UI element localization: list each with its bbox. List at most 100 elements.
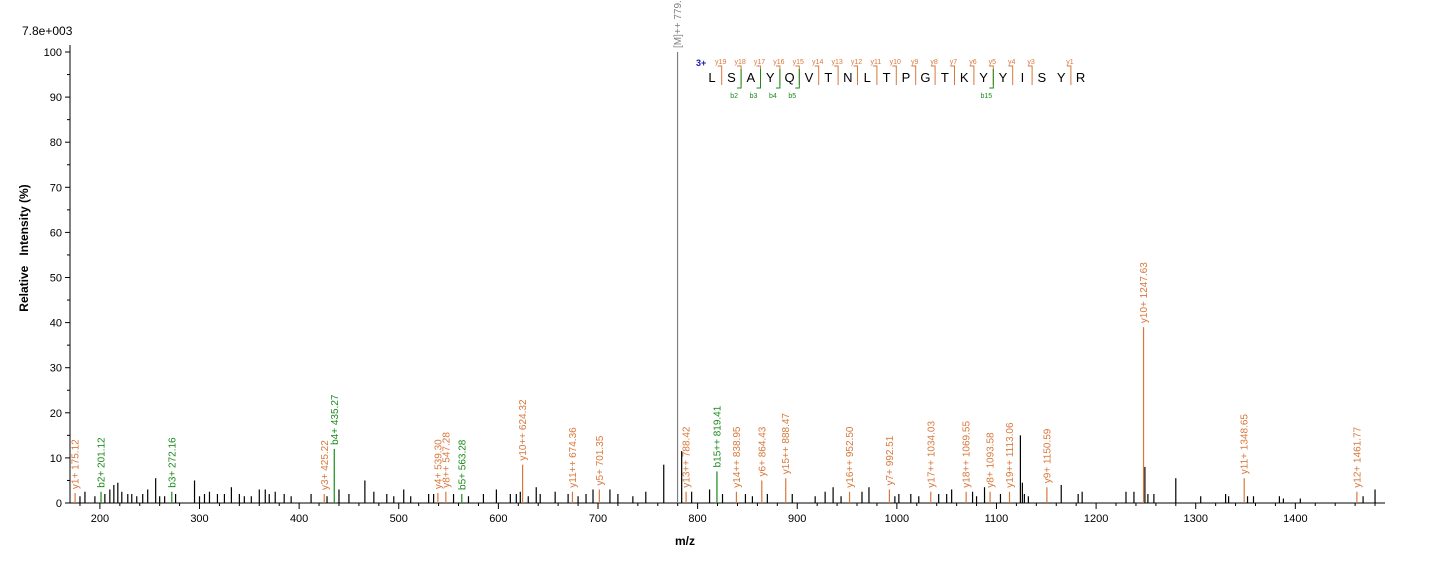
- y-ion-label: y17: [754, 59, 765, 66]
- peak-label: y15++ 888.47: [781, 413, 792, 475]
- b-ion-label: b4: [769, 93, 777, 100]
- y-axis-title: Relative Intensity (%): [17, 184, 31, 311]
- b-ion-bracket: [775, 69, 781, 89]
- y-ion-label: y12: [851, 59, 862, 66]
- peak-label: b2+ 201.12: [97, 437, 108, 488]
- y-ion-label: y10: [890, 59, 901, 66]
- y-tick-label: 20: [50, 408, 62, 420]
- y-ion-bracket: [911, 65, 917, 85]
- y-ion-bracket: [892, 65, 897, 85]
- y-ion-label: y16: [773, 59, 784, 66]
- y-ion-bracket: [1008, 65, 1014, 85]
- y-ion-bracket: [969, 65, 975, 85]
- peak-label: b4+ 435.27: [330, 394, 341, 445]
- x-tick-label: 400: [290, 513, 308, 525]
- x-axis-ticks: 200 300 400 500 600 700 800 900 1000 1100 1200 1300…: [79, 503, 1376, 525]
- residue: P: [902, 70, 911, 85]
- peak-label: y7+ 992.51: [885, 435, 896, 485]
- y-axis-ticks: 0 10 20 30 40 50 60 70 80 90 100: [44, 47, 70, 510]
- x-tick-label: 1100: [985, 513, 1009, 525]
- b-ion-label: b3: [750, 93, 758, 100]
- peak-label: y5+ 701.35: [595, 435, 606, 485]
- residue: Y: [1057, 70, 1066, 85]
- intensity-scale-label: 7.8e+003: [22, 24, 73, 38]
- y-ion-label: y8: [930, 59, 938, 66]
- peak-label: y12+ 1461.77: [1352, 426, 1363, 487]
- peak-label: b15++ 819.41: [712, 405, 723, 467]
- x-tick-label: 1000: [885, 513, 909, 525]
- y-ion-bracket: [931, 65, 936, 85]
- residue: R: [1076, 70, 1085, 85]
- y-ion-label: y11: [871, 59, 882, 66]
- y-ion-label: y14: [812, 59, 823, 66]
- peak-label: y14++ 838.95: [732, 426, 743, 488]
- y-tick-label: 60: [50, 227, 62, 239]
- b-ion-bracket: [756, 69, 761, 89]
- x-tick-label: 900: [788, 513, 806, 525]
- peak-label: y10+ 1247.63: [1139, 262, 1150, 323]
- b-ion-label: b15: [980, 93, 992, 100]
- x-tick-label: 500: [390, 513, 408, 525]
- peak-label: y18++ 1069.55: [962, 421, 973, 488]
- residue: V: [805, 70, 814, 85]
- peak-labels: y1+ 175.12 b2+ 201.12 b3+ 272.16 y3+ 425.22…: [71, 0, 1364, 490]
- residue: K: [960, 70, 969, 85]
- y-tick-label: 10: [50, 453, 62, 465]
- peak-label: y8++ 547.28: [441, 432, 452, 488]
- residue: L: [708, 70, 715, 85]
- y-ion-label: y4: [1008, 59, 1016, 66]
- residue: Q: [785, 70, 795, 85]
- y-tick-label: 40: [50, 318, 62, 330]
- residue: N: [843, 70, 852, 85]
- x-tick-label: 600: [489, 513, 507, 525]
- plot-frame: [69, 45, 1385, 504]
- y-ion-bracket: [1028, 65, 1033, 85]
- y-ion-label: y6: [969, 59, 977, 66]
- peak-label: y3+ 425.22: [320, 440, 331, 490]
- residue: G: [920, 70, 930, 85]
- b-ion-bracket: [989, 69, 994, 89]
- residue: T: [883, 70, 891, 85]
- peak-label: [M]++ 779.86: [673, 0, 684, 48]
- y-ion-bracket: [872, 65, 878, 85]
- residue: S: [727, 70, 736, 85]
- residue: T: [941, 70, 949, 85]
- y-ion-label: y7: [950, 59, 958, 66]
- b-ion-bracket: [737, 69, 742, 89]
- x-tick-label: 700: [589, 513, 607, 525]
- y-ion-bracket: [814, 65, 820, 85]
- annotated-peaks: [74, 52, 1358, 503]
- charge-state: 3+: [696, 58, 706, 68]
- y-ion-label: y13: [831, 59, 842, 66]
- residue: T: [824, 70, 832, 85]
- x-tick-label: 1200: [1084, 513, 1108, 525]
- y-ion-label: y5: [989, 59, 997, 66]
- x-tick-label: 1400: [1283, 513, 1307, 525]
- y-ion-label: y1: [1066, 59, 1074, 66]
- y-tick-label: 90: [50, 92, 62, 104]
- y-ion-label: y9: [911, 59, 919, 66]
- y-ion-label: y18: [734, 59, 745, 66]
- x-tick-label: 300: [190, 513, 208, 525]
- peak-label: y19++ 1113.06: [1005, 422, 1016, 488]
- y-ion-bracket: [737, 65, 742, 85]
- y-ion-bracket: [989, 65, 994, 85]
- y-tick-label: 50: [50, 273, 62, 285]
- y-ion-bracket: [1066, 65, 1072, 85]
- y-ion-bracket: [775, 65, 781, 85]
- b-ion-label: b5: [788, 93, 796, 100]
- y-tick-label: 30: [50, 363, 62, 375]
- peak-label: b5+ 563.28: [457, 439, 468, 490]
- peak-label: y4+ 539.30: [433, 439, 444, 489]
- x-tick-label: 200: [91, 513, 109, 525]
- residue: Y: [999, 70, 1008, 85]
- residue: S: [1037, 70, 1046, 85]
- y-ion-label: y19: [715, 59, 726, 66]
- peak-label: y10++ 624.32: [518, 399, 529, 461]
- residue: A: [746, 70, 755, 85]
- y-ion-label: y15: [793, 59, 804, 66]
- peak-label: y1+ 175.12: [71, 439, 82, 489]
- x-tick-label: 800: [688, 513, 706, 525]
- y-ion-bracket: [853, 65, 858, 85]
- b-ion-label: b2: [730, 93, 738, 100]
